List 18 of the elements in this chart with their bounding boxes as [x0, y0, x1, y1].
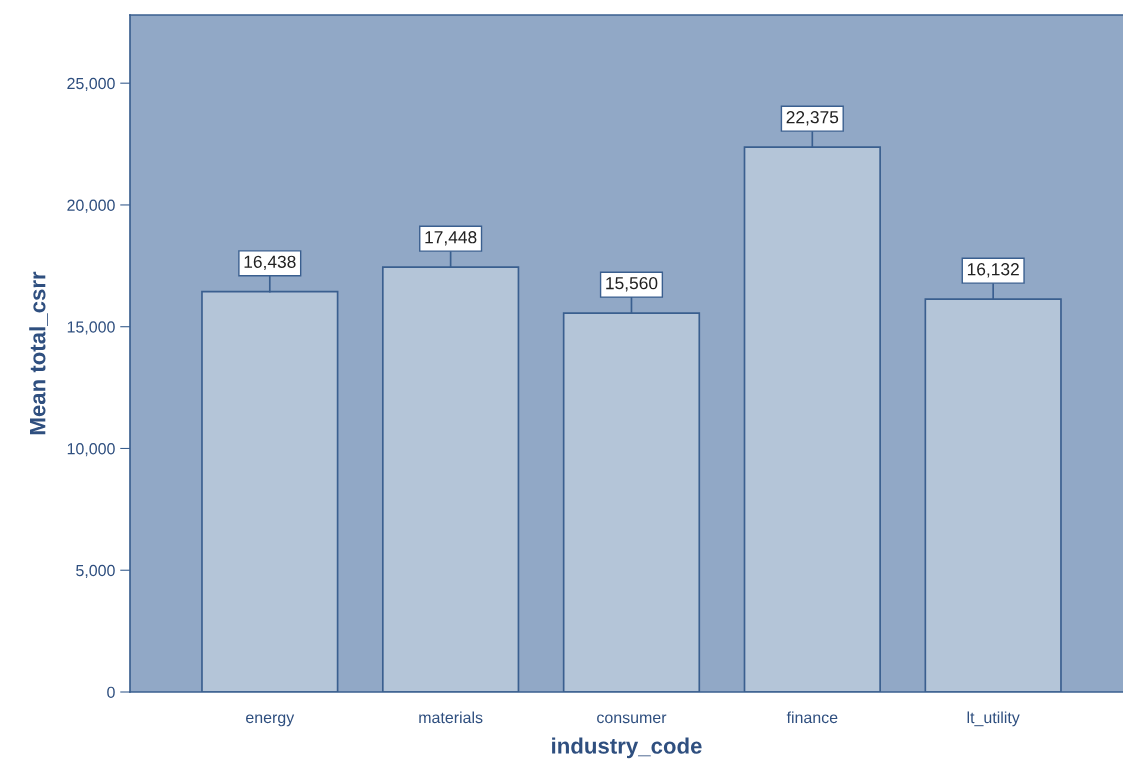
x-axis-title: industry_code: [552, 737, 702, 759]
x-tick-label: energy: [246, 714, 295, 727]
data-label: 16,132: [967, 263, 1019, 278]
data-label: 16,438: [244, 255, 296, 270]
x-tick-label: lt_utility: [967, 711, 1020, 727]
y-tick-label: 0: [107, 686, 115, 698]
y-tick-label: 20,000: [67, 199, 115, 213]
data-label: 17,448: [425, 231, 477, 246]
x-tick-label: finance: [786, 711, 838, 724]
y-tick-label: 25,000: [67, 77, 115, 92]
y-tick-label: 10,000: [67, 443, 115, 457]
y-tick-label: 5,000: [76, 564, 115, 579]
x-tick-label: materials: [419, 711, 483, 724]
y-tick-label: 15,000: [67, 321, 115, 335]
data-label: 22,375: [786, 111, 839, 126]
y-axis-title: Mean total_csrr: [29, 271, 48, 435]
x-tick-label: consumer: [597, 714, 667, 724]
data-label: 15,560: [606, 277, 658, 292]
